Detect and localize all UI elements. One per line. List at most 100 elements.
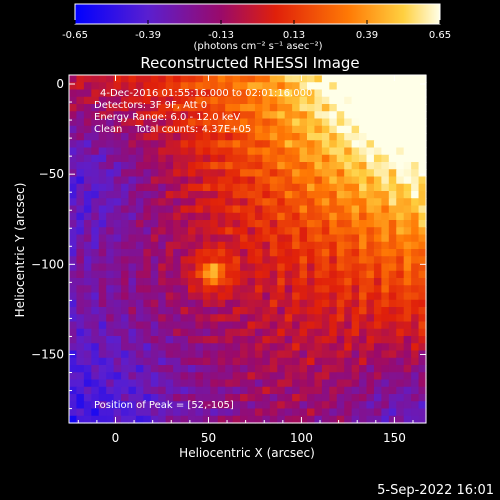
heatmap-cell: [329, 75, 338, 83]
heatmap-cell: [388, 227, 397, 236]
heatmap-cell: [195, 386, 204, 395]
heatmap-cell: [165, 372, 174, 381]
heatmap-cell: [247, 270, 256, 279]
heatmap-cell: [195, 162, 204, 170]
heatmap-cell: [135, 96, 144, 105]
heatmap-cell: [307, 205, 316, 214]
heatmap-cell: [284, 147, 293, 156]
heatmap-cell: [269, 125, 278, 134]
heatmap-cell: [381, 241, 390, 250]
heatmap-cell: [366, 140, 375, 149]
heatmap-cell: [91, 357, 100, 366]
heatmap-cell: [91, 82, 100, 91]
heatmap-cell: [262, 227, 271, 236]
heatmap-cell: [262, 154, 271, 163]
heatmap-cell: [336, 111, 345, 120]
heatmap-cell: [359, 328, 368, 337]
heatmap-cell: [91, 220, 100, 228]
heatmap-cell: [217, 162, 226, 170]
heatmap-cell: [232, 191, 241, 199]
heatmap-cell: [232, 75, 241, 83]
heatmap-cell: [173, 285, 182, 294]
heatmap-cell: [254, 118, 263, 127]
heatmap-cell: [150, 82, 159, 91]
heatmap-cell: [366, 176, 375, 185]
heatmap-cell: [396, 336, 405, 344]
heatmap-cell: [403, 96, 412, 105]
heatmap-cell: [135, 176, 144, 185]
heatmap-cell: [411, 191, 420, 199]
heatmap-cell: [217, 256, 226, 265]
heatmap-cell: [292, 270, 301, 279]
heatmap-cell: [344, 357, 353, 366]
heatmap-cell: [329, 314, 338, 323]
heatmap-cell: [314, 256, 323, 265]
heatmap-cell: [173, 154, 182, 163]
heatmap-cell: [403, 379, 412, 388]
heatmap-cell: [195, 234, 204, 243]
heatmap-cell: [247, 140, 256, 149]
heatmap-cell: [195, 227, 204, 236]
heatmap-cell: [321, 220, 330, 228]
heatmap-cell: [366, 415, 375, 424]
heatmap-cell: [418, 125, 427, 134]
heatmap-cell: [69, 343, 78, 352]
heatmap-cell: [314, 415, 323, 424]
heatmap-cell: [128, 415, 137, 424]
heatmap-cell: [83, 321, 92, 330]
heatmap-cell: [381, 220, 390, 228]
heatmap-cell: [158, 96, 167, 105]
heatmap-cell: [69, 372, 78, 381]
heatmap-cell: [314, 401, 323, 410]
heatmap-cell: [366, 241, 375, 250]
heatmap-cell: [299, 365, 308, 373]
heatmap-cell: [307, 365, 316, 373]
heatmap-cell: [292, 299, 301, 308]
heatmap-cell: [403, 307, 412, 315]
heatmap-cell: [307, 307, 316, 315]
heatmap-cell: [69, 96, 78, 105]
heatmap-cell: [373, 82, 382, 91]
heatmap-cell: [247, 365, 256, 373]
heatmap-cell: [373, 321, 382, 330]
heatmap-cell: [202, 169, 211, 178]
heatmap-cell: [321, 133, 330, 141]
heatmap-cell: [359, 307, 368, 315]
heatmap-cell: [113, 176, 122, 185]
heatmap-cell: [344, 169, 353, 178]
heatmap-cell: [210, 249, 219, 257]
heatmap-cell: [202, 162, 211, 170]
heatmap-cell: [314, 104, 323, 112]
heatmap-cell: [128, 176, 137, 185]
heatmap-cell: [91, 314, 100, 323]
heatmap-cell: [173, 183, 182, 192]
heatmap-cell: [254, 104, 263, 112]
heatmap-cell: [217, 82, 226, 91]
heatmap-cell: [336, 227, 345, 236]
heatmap-cell: [329, 82, 338, 91]
heatmap-cell: [232, 278, 241, 286]
heatmap-cell: [158, 292, 167, 301]
heatmap-cell: [150, 140, 159, 149]
heatmap-cell: [307, 220, 316, 228]
heatmap-cell: [76, 234, 85, 243]
heatmap-cell: [202, 292, 211, 301]
heatmap-cell: [381, 350, 390, 359]
heatmap-cell: [98, 176, 107, 185]
heatmap-cell: [388, 350, 397, 359]
heatmap-cell: [121, 263, 130, 272]
heatmap-cell: [113, 241, 122, 250]
heatmap-cell: [388, 111, 397, 120]
heatmap-cell: [150, 386, 159, 395]
heatmap-cell: [307, 299, 316, 308]
heatmap-cell: [336, 328, 345, 337]
heatmap-cell: [269, 104, 278, 112]
heatmap-cell: [336, 140, 345, 149]
heatmap-cell: [269, 176, 278, 185]
heatmap-cell: [351, 299, 360, 308]
heatmap-cell: [299, 357, 308, 366]
heatmap-cell: [210, 365, 219, 373]
heatmap-cell: [388, 307, 397, 315]
heatmap-cell: [388, 169, 397, 178]
heatmap-cell: [388, 82, 397, 91]
